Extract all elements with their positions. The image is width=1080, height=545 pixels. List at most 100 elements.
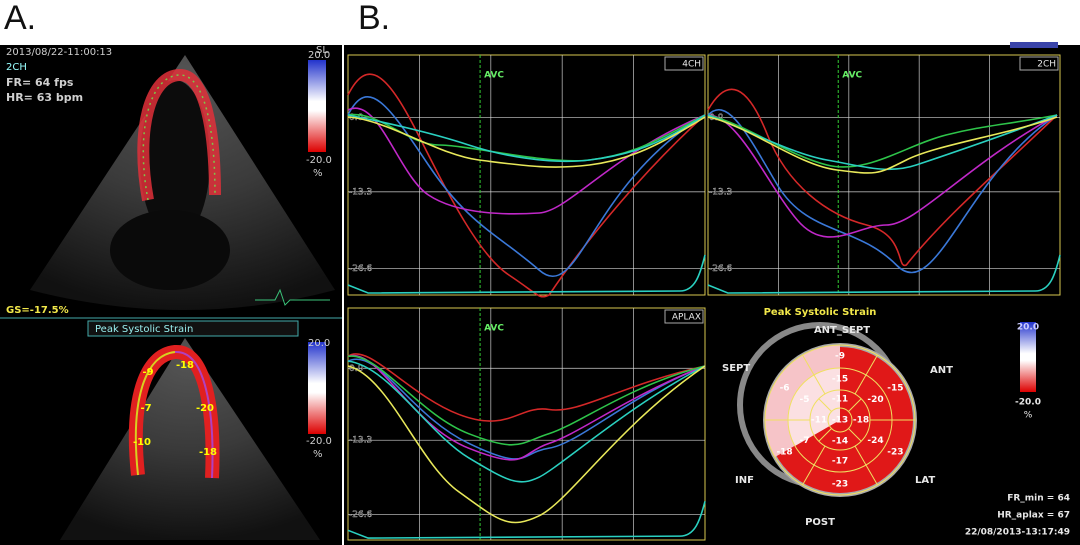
view: 2CH [6,62,27,73]
panel-label: B. [358,0,390,37]
strain-title-box [87,320,299,337]
y-tick-label: -26.6 [349,510,373,520]
unit: SL [316,45,328,56]
segment-value: -18 [853,416,869,426]
strain-curve [347,354,706,461]
wall-label: SEPT [722,363,750,374]
strain-title: Peak Systolic Strain [95,324,193,335]
colorbar [308,60,326,152]
strain-curve [347,73,706,298]
frame-rate: FR_min = 64 [1007,494,1070,504]
colorbar [308,342,326,434]
cb-max: 20.0 [1017,323,1039,333]
segment-value: -9 [142,367,153,378]
strain-curve [347,96,706,278]
echo-fan [60,338,320,540]
segment-value: -11 [811,416,827,426]
strain-curve [347,360,706,483]
view-box [664,56,704,71]
global-strain: GS=-17.5% [6,305,69,316]
ecg-trace [347,501,706,539]
segment-value: -10 [133,437,151,448]
cb-min: -20.0 [306,436,332,447]
segment-value: -11 [832,395,848,405]
plot-frame [707,54,1061,296]
segment-line [818,428,832,442]
frame-rate: FR= 64 fps [6,76,74,89]
wall-label: ANT_SEPT [814,325,870,336]
segment-value: -5 [799,395,809,405]
segment-value: -18 [199,447,217,458]
strain-curve [347,365,706,524]
cb-min: -20.0 [1015,398,1041,408]
segment-value: -13 [832,416,848,426]
segment-line [848,428,862,442]
segment-line [848,398,862,412]
heart-rate: HR_aplax = 67 [997,511,1070,521]
y-tick-label: -26.6 [709,264,733,274]
plot-frame [347,54,706,296]
avc-label: AVC [484,71,504,81]
segment-value: -15 [887,384,903,394]
strain-curve [707,108,1058,274]
segment-value: -7 [799,436,809,446]
ecg-trace [707,254,1061,294]
wall-label: LAT [915,475,935,486]
segment-value: -24 [867,436,883,446]
strain-curve [707,88,1058,267]
strain-overlay [137,68,221,202]
view-label: 4CH [682,60,701,70]
timestamp: 2013/08/22-11:00:13 [6,47,112,58]
strain-curve [347,107,706,215]
curves [347,353,706,539]
curves [707,88,1061,294]
lv-cavity [140,80,210,240]
strain-curve [707,114,1058,171]
avc-label: AVC [842,71,862,81]
segment-value: -14 [832,437,848,447]
view-box [1019,56,1059,71]
segment-line [802,354,826,395]
segment-line [802,445,826,486]
strain-curve [707,116,1058,174]
view-label: APLAX [672,313,701,323]
wall-label: ANT [930,365,953,376]
wall-label: INF [735,475,754,486]
view-box [664,309,704,324]
avc-label: AVC [484,324,504,334]
ecg-trace [347,254,706,294]
strain-curve [347,353,706,422]
y-tick-label: -13.3 [349,187,372,197]
segment-border [174,350,214,479]
segment-value: -20 [867,395,883,405]
y-tick-label: -26.6 [349,264,373,274]
segment-border [134,351,176,476]
timestamp: 22/08/2013-13:17:49 [965,528,1070,538]
wall-label: POST [805,517,835,528]
segment-value: -7 [140,403,151,414]
strain-curve [347,355,706,446]
segment-value: -6 [780,384,790,394]
segment-value: -20 [196,403,214,414]
segment-value: -23 [887,448,903,458]
segment-value: -9 [835,352,845,362]
ecg [255,288,330,306]
segment-value: -23 [832,480,848,490]
segment-line [854,354,878,395]
segment-value: -15 [832,375,848,385]
view-label: 2CH [1037,60,1056,70]
segment-line [818,398,832,412]
cb-unit: % [313,168,323,179]
segment-value: -18 [176,360,194,371]
bullseye-pale [788,368,840,446]
strain-curve [707,114,1058,238]
colorbar [1020,322,1036,392]
bullseye-ring-line [827,407,853,433]
panel-label: A. [4,0,36,37]
heart-rate: HR= 63 bpm [6,91,83,104]
segment-value: -18 [776,448,792,458]
strain-curve [347,114,706,163]
curves [347,73,706,298]
plot-frame [347,307,706,541]
